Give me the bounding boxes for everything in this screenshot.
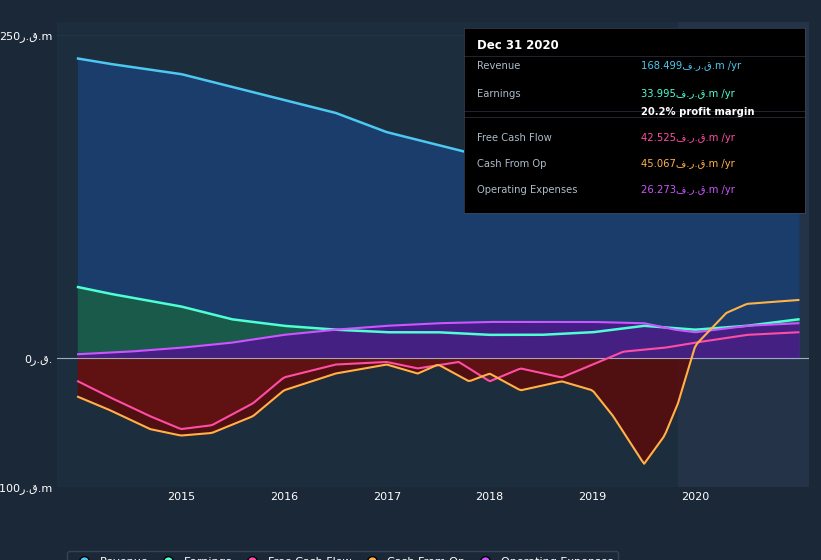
Bar [678,22,809,487]
Text: Free Cash Flow: Free Cash Flow [478,133,553,143]
Text: 26.273ف.ر.ق.m /yr: 26.273ف.ر.ق.m /yr [641,185,735,195]
Text: Earnings: Earnings [478,89,521,99]
Text: Dec 31 2020: Dec 31 2020 [478,39,559,52]
Text: 20.2% profit margin: 20.2% profit margin [641,108,754,118]
Text: 33.995ف.ر.ق.m /yr: 33.995ف.ر.ق.m /yr [641,89,735,99]
Text: Cash From Op: Cash From Op [478,159,547,169]
Text: 168.499ف.ر.ق.m /yr: 168.499ف.ر.ق.m /yr [641,61,741,71]
Text: Revenue: Revenue [478,61,521,71]
Legend: Revenue, Earnings, Free Cash Flow, Cash From Op, Operating Expenses: Revenue, Earnings, Free Cash Flow, Cash … [67,551,618,560]
Text: Operating Expenses: Operating Expenses [478,185,578,195]
Text: 45.067ف.ر.ق.m /yr: 45.067ف.ر.ق.m /yr [641,159,735,169]
Text: 42.525ف.ر.ق.m /yr: 42.525ف.ر.ق.m /yr [641,133,735,143]
